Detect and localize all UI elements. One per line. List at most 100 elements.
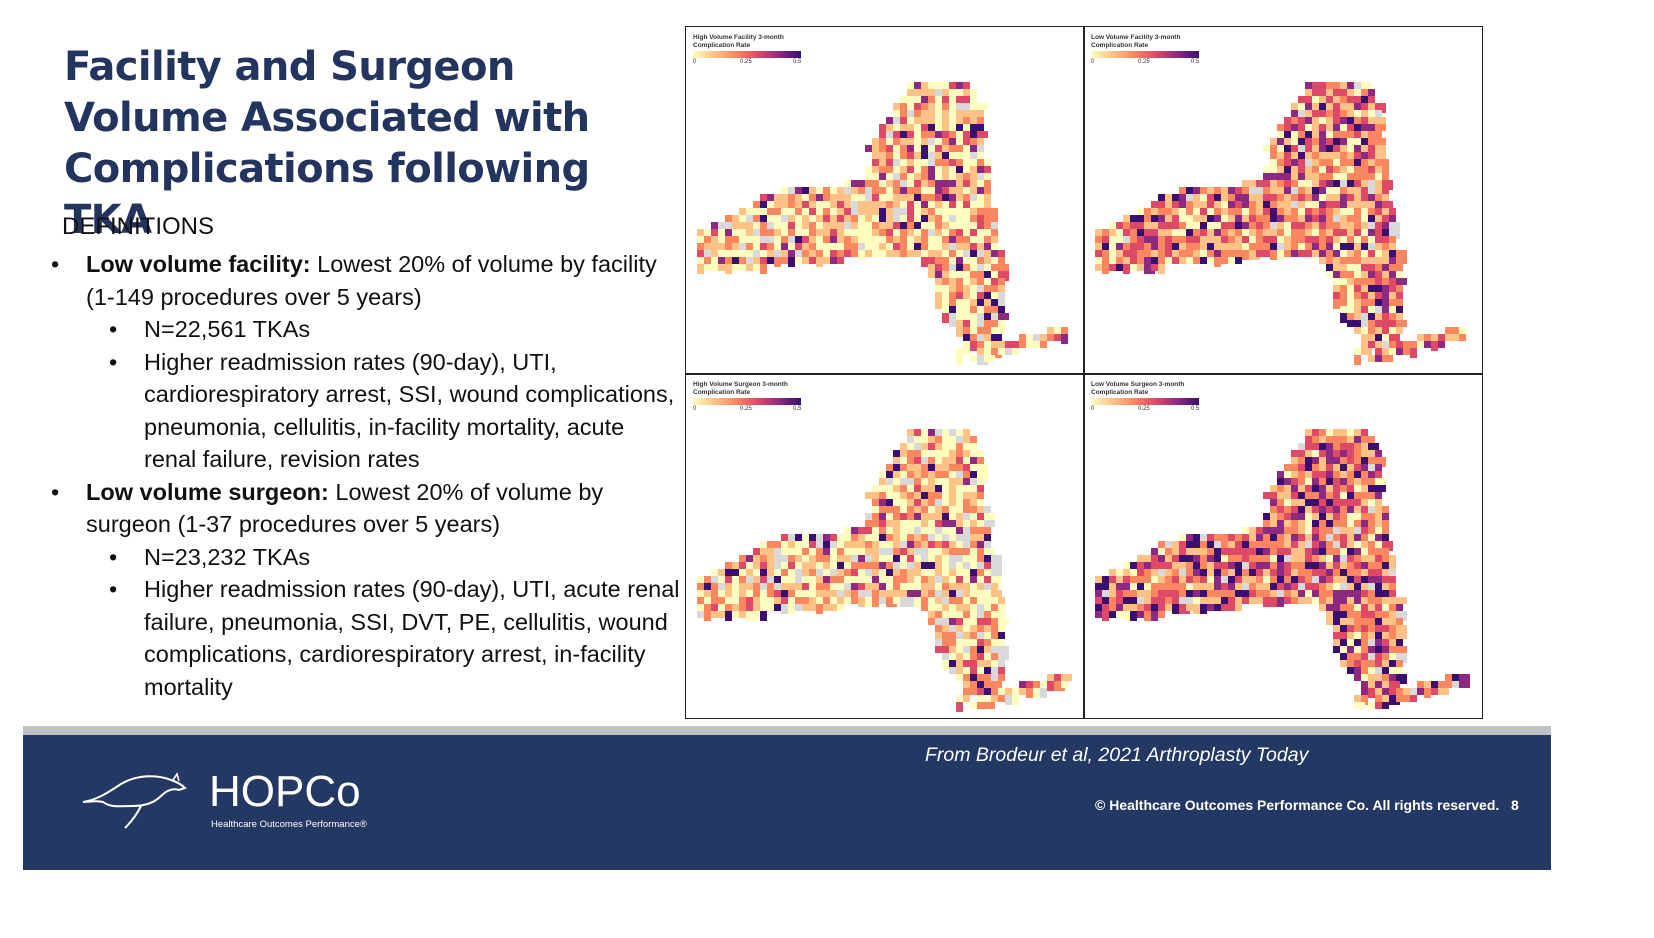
map-region <box>1193 222 1204 229</box>
map-region <box>788 569 795 579</box>
map-region <box>1256 229 1267 239</box>
map-region <box>809 604 820 611</box>
map-region <box>816 569 823 576</box>
map-region <box>914 243 925 250</box>
map-region <box>1382 250 1393 260</box>
map-region <box>935 639 942 649</box>
map-region <box>1326 478 1333 485</box>
map-region <box>1340 271 1347 278</box>
map-region <box>1375 320 1382 327</box>
map-region <box>893 597 904 604</box>
map-region <box>977 159 984 166</box>
map-region <box>984 681 991 688</box>
map-region <box>830 534 837 541</box>
map-region <box>977 562 984 569</box>
map-region <box>914 159 925 166</box>
map-region <box>1452 327 1459 337</box>
map-region <box>1333 534 1340 541</box>
legend-tick: 0.5 <box>1191 59 1200 65</box>
map-region <box>1333 429 1340 436</box>
map-region <box>725 611 732 621</box>
map-region <box>928 618 935 625</box>
map-region <box>1172 597 1179 604</box>
map-region <box>1095 250 1102 257</box>
map-region <box>1151 604 1158 611</box>
map-region <box>1340 180 1347 187</box>
map-region <box>1396 292 1403 299</box>
map-region <box>1312 236 1323 243</box>
map-region <box>977 702 984 709</box>
map-region <box>718 604 725 611</box>
map-region <box>1102 583 1109 590</box>
map-region <box>935 506 942 516</box>
map-region <box>907 492 914 499</box>
map-region <box>1249 534 1256 541</box>
map-region <box>935 257 946 264</box>
map-region <box>956 436 963 446</box>
map-region <box>1375 646 1386 653</box>
map-region <box>1354 96 1365 103</box>
map-region <box>1130 264 1137 271</box>
map-region <box>1326 541 1333 551</box>
map-region <box>865 187 876 197</box>
map-region <box>949 264 956 271</box>
map-region <box>816 243 827 250</box>
map-region <box>809 597 816 604</box>
map-region <box>1340 250 1347 257</box>
map-region <box>1144 264 1155 274</box>
map-region <box>1354 180 1361 187</box>
map-region <box>1326 215 1333 222</box>
map-region <box>921 229 928 239</box>
map-region <box>823 604 834 611</box>
map-region <box>1130 222 1137 232</box>
map-region <box>1347 138 1354 148</box>
map-region <box>718 264 729 271</box>
map-region <box>851 215 862 222</box>
map-region <box>928 583 939 590</box>
map-region <box>1396 348 1407 355</box>
map-region <box>1130 604 1137 611</box>
map-region <box>1396 597 1407 604</box>
map-region <box>998 299 1005 306</box>
map-region <box>1298 457 1305 464</box>
map-region <box>886 173 893 180</box>
map-region <box>1214 208 1225 215</box>
map-region <box>942 555 953 565</box>
map-region <box>1333 632 1340 639</box>
map-region <box>1263 215 1274 222</box>
map-region <box>1347 639 1358 649</box>
map-region <box>942 548 949 555</box>
map-region <box>1291 492 1302 499</box>
map-region <box>1291 124 1302 131</box>
map-region <box>1368 625 1375 632</box>
map-region <box>1368 229 1375 236</box>
map-region <box>1326 562 1337 572</box>
map-region <box>1298 124 1309 131</box>
map-region <box>1403 348 1410 355</box>
map-region <box>1158 250 1165 260</box>
map-region <box>942 208 949 215</box>
map-region <box>1305 82 1316 89</box>
map-region <box>1186 257 1193 264</box>
map-region <box>963 194 974 201</box>
map-region <box>1312 145 1323 152</box>
map-region <box>949 618 960 625</box>
map-region <box>1214 201 1225 211</box>
map-region <box>893 180 900 187</box>
map-region <box>732 243 739 253</box>
map-region <box>1200 215 1211 222</box>
map-region <box>1375 639 1386 646</box>
map-region <box>1165 569 1172 576</box>
map-region <box>788 555 795 562</box>
map-region <box>1340 436 1347 443</box>
map-region <box>1144 569 1155 576</box>
map-region <box>1249 229 1256 236</box>
map-region <box>1214 597 1221 604</box>
map-region <box>1368 632 1375 639</box>
map-region <box>921 583 928 593</box>
map-region <box>1319 89 1330 96</box>
map-region <box>844 597 851 604</box>
map-region <box>1270 180 1277 187</box>
map-region <box>1340 527 1347 534</box>
map-region <box>949 320 956 327</box>
